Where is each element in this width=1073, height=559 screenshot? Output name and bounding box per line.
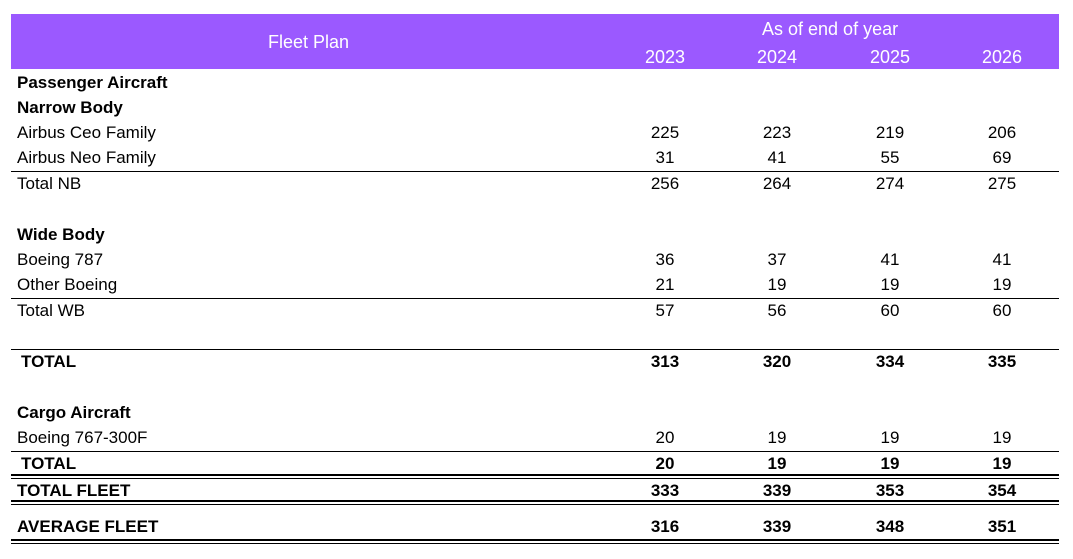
row-label: Other Boeing bbox=[17, 275, 118, 294]
cell-2026: 275 bbox=[987, 174, 1017, 193]
double-rule-bottom bbox=[11, 478, 1059, 479]
row-label: Boeing 787 bbox=[17, 250, 104, 269]
cell-2026: 19 bbox=[992, 454, 1012, 473]
cell-2024: 223 bbox=[762, 123, 792, 142]
cell-2025: 55 bbox=[880, 148, 900, 167]
year-group-label: As of end of year bbox=[762, 19, 899, 39]
cell-2024: 264 bbox=[762, 174, 792, 193]
row-label: Boeing 767-300F bbox=[17, 428, 148, 447]
cell-2026: 335 bbox=[987, 352, 1017, 371]
cell-2023: 21 bbox=[655, 275, 675, 294]
cell-2026: 19 bbox=[992, 428, 1012, 447]
cell-2026: 354 bbox=[987, 481, 1017, 500]
cell-2023: 333 bbox=[650, 481, 680, 500]
double-rule-top bbox=[11, 500, 1059, 502]
cell-2024: 320 bbox=[762, 352, 792, 371]
cell-2026: 41 bbox=[992, 250, 1012, 269]
row-label: Airbus Ceo Family bbox=[17, 123, 156, 142]
cell-2025: 219 bbox=[875, 123, 905, 142]
cell-2024: 19 bbox=[767, 454, 787, 473]
cell-2025: 334 bbox=[875, 352, 905, 371]
cell-2025: 19 bbox=[880, 428, 900, 447]
cell-2025: 353 bbox=[875, 481, 905, 500]
cell-2026: 60 bbox=[992, 301, 1012, 320]
cell-2025: 41 bbox=[880, 250, 900, 269]
cell-2023: 256 bbox=[650, 174, 680, 193]
wide-body-heading: Wide Body bbox=[17, 225, 105, 244]
row-label: TOTAL bbox=[21, 454, 77, 473]
cell-2026: 69 bbox=[992, 148, 1012, 167]
cell-2024: 339 bbox=[762, 481, 792, 500]
cell-2025: 19 bbox=[880, 454, 900, 473]
table-header-band bbox=[11, 14, 1059, 69]
row-divider bbox=[11, 349, 1059, 350]
narrow-body-heading: Narrow Body bbox=[17, 98, 123, 117]
row-label: Airbus Neo Family bbox=[17, 148, 156, 167]
cargo-aircraft-heading: Cargo Aircraft bbox=[17, 403, 131, 422]
row-divider bbox=[11, 298, 1059, 299]
cell-2023: 31 bbox=[655, 148, 675, 167]
cell-2023: 316 bbox=[650, 517, 680, 536]
cell-2024: 19 bbox=[767, 275, 787, 294]
year-header-2026: 2026 bbox=[981, 47, 1023, 67]
row-label: TOTAL bbox=[21, 352, 77, 371]
cell-2023: 57 bbox=[655, 301, 675, 320]
cell-2024: 41 bbox=[767, 148, 787, 167]
cell-2023: 36 bbox=[655, 250, 675, 269]
cell-2023: 313 bbox=[650, 352, 680, 371]
cell-2025: 60 bbox=[880, 301, 900, 320]
passenger-aircraft-heading: Passenger Aircraft bbox=[17, 73, 168, 92]
cell-2024: 37 bbox=[767, 250, 787, 269]
double-rule-bottom bbox=[11, 543, 1059, 544]
cell-2025: 19 bbox=[880, 275, 900, 294]
year-header-2023: 2023 bbox=[644, 47, 686, 67]
cell-2024: 19 bbox=[767, 428, 787, 447]
year-header-2025: 2025 bbox=[869, 47, 911, 67]
cell-2023: 20 bbox=[655, 454, 675, 473]
cell-2023: 225 bbox=[650, 123, 680, 142]
row-divider bbox=[11, 451, 1059, 452]
cell-2023: 20 bbox=[655, 428, 675, 447]
double-rule-top bbox=[11, 539, 1059, 541]
cell-2026: 206 bbox=[987, 123, 1017, 142]
cell-2024: 56 bbox=[767, 301, 787, 320]
row-label: Total NB bbox=[17, 174, 82, 193]
row-label: TOTAL FLEET bbox=[17, 481, 131, 500]
table-title: Fleet Plan bbox=[268, 32, 350, 52]
row-label: Total WB bbox=[17, 301, 86, 320]
double-rule-bottom bbox=[11, 504, 1059, 505]
cell-2024: 339 bbox=[762, 517, 792, 536]
cell-2025: 274 bbox=[875, 174, 905, 193]
cell-2025: 348 bbox=[875, 517, 905, 536]
cell-2026: 351 bbox=[987, 517, 1017, 536]
row-divider bbox=[11, 171, 1059, 172]
year-header-2024: 2024 bbox=[756, 47, 798, 67]
cell-2026: 19 bbox=[992, 275, 1012, 294]
row-label: AVERAGE FLEET bbox=[17, 517, 159, 536]
double-rule-top bbox=[11, 474, 1059, 476]
